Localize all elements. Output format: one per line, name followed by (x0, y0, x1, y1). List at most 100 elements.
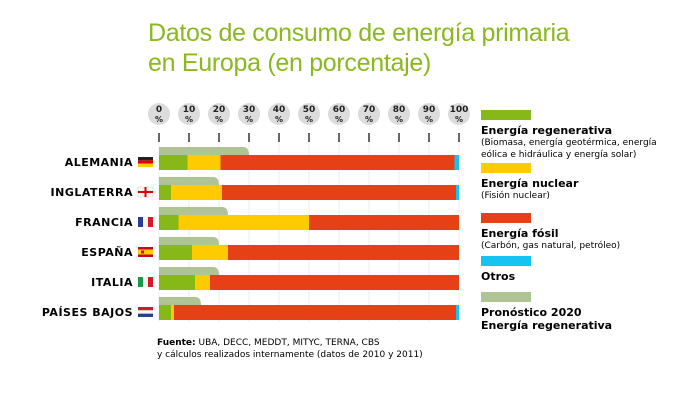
x-tick-label: 90 (423, 105, 436, 115)
legend-item-fosil: Energía fósil (Carbón, gas natural, petr… (481, 213, 700, 256)
source-text: UBA, DECC, MEDDT, MITYC, TERNA, CBS (195, 338, 380, 348)
tick-bubble (328, 103, 350, 125)
x-tick-unit: % (215, 115, 223, 124)
england-flag-icon (137, 186, 154, 198)
legend: Energía regenerativa (Biomasa, energía g… (481, 110, 700, 332)
legend-label: Pronóstico 2020 (481, 306, 582, 319)
x-tick-label: 40 (273, 105, 286, 115)
forecast-bar (159, 177, 219, 185)
category-label: INGLATERRA (51, 186, 133, 199)
stacked-bar-chart: 0%10%20%30%40%50%60%70%80%90%100%ALEMANI… (42, 103, 470, 322)
source-note: Fuente: UBA, DECC, MEDDT, MITYC, TERNA, … (157, 337, 423, 361)
forecast-bar (159, 237, 219, 245)
legend-swatch-otros (481, 256, 531, 266)
x-tick-unit: % (275, 115, 283, 124)
france-flag-icon (138, 217, 153, 227)
legend-item-nuclear: Energía nuclear (Fisión nuclear) (481, 163, 700, 213)
bar-segment-energ-a-nuclear (171, 185, 222, 200)
x-tick-unit: % (455, 115, 463, 124)
bar-segment-energ-a-nuclear (195, 275, 210, 290)
bar-segment-energ-a-f-sil (220, 155, 455, 170)
bar-segment-energ-a-f-sil (222, 185, 456, 200)
spain-flag-icon (138, 247, 153, 257)
tick-bubble (298, 103, 320, 125)
bar-segment-energ-a-f-sil (210, 275, 459, 290)
x-tick-label: 30 (243, 105, 256, 115)
x-tick-label: 0 (156, 105, 162, 115)
bar-segment-energ-a-f-sil (228, 245, 459, 260)
legend-sublabel: (Fisión nuclear) (481, 191, 550, 201)
legend-label: Energía regenerativa (481, 124, 613, 137)
x-tick-label: 50 (303, 105, 316, 115)
source-label: Fuente: (157, 338, 196, 348)
bar-segment-energ-a-regenerativa (159, 215, 179, 230)
legend-label: Energía fósil (481, 227, 559, 240)
x-tick-unit: % (305, 115, 313, 124)
netherlands-flag-icon (138, 307, 153, 317)
x-tick-label: 60 (333, 105, 346, 115)
bar-segment-energ-a-regenerativa (159, 185, 171, 200)
tick-bubble (178, 103, 200, 125)
category-label: ALEMANIA (65, 156, 133, 169)
bar-segment-energ-a-nuclear (178, 215, 309, 230)
bar-segment-energ-a-nuclear (171, 305, 174, 320)
legend-sublabel: (Biomasa, energía geotérmica, energía (481, 138, 657, 148)
x-tick-label: 20 (213, 105, 226, 115)
legend-label-2: Energía regenerativa (481, 319, 613, 332)
legend-label: Otros (481, 270, 516, 283)
legend-item-regenerativa: Energía regenerativa (Biomasa, energía g… (481, 110, 700, 160)
bar-segment-energ-a-f-sil (174, 305, 456, 320)
x-tick-unit: % (335, 115, 343, 124)
forecast-bar (159, 207, 228, 215)
bar-segment-otros (456, 185, 459, 200)
tick-bubble (208, 103, 230, 125)
legend-swatch-pronostico (481, 292, 531, 302)
bar-segment-otros (454, 155, 459, 170)
x-tick-unit: % (365, 115, 373, 124)
x-tick-unit: % (425, 115, 433, 124)
tick-bubble (148, 103, 170, 125)
x-tick-unit: % (185, 115, 193, 124)
forecast-bar (159, 297, 201, 305)
forecast-bar (159, 147, 249, 155)
legend-swatch-regenerativa (481, 110, 531, 120)
legend-item-otros: Otros (481, 256, 700, 292)
x-tick-unit: % (395, 115, 403, 124)
germany-flag-icon (138, 157, 153, 167)
bar-segment-energ-a-regenerativa (159, 155, 188, 170)
tick-bubble (238, 103, 260, 125)
tick-bubble (268, 103, 290, 125)
chart-title: Datos de consumo de energía primaria en … (148, 18, 570, 78)
x-tick-label: 100 (450, 105, 469, 115)
x-tick-unit: % (245, 115, 253, 124)
category-label: ESPAÑA (81, 246, 133, 259)
legend-sublabel: (Carbón, gas natural, petróleo) (481, 241, 621, 251)
chart-title-line-2: en Europa (en porcentaje) (148, 49, 431, 77)
bar-segment-energ-a-nuclear (187, 155, 221, 170)
source-text-line-2: y cálculos realizados internamente (dato… (157, 350, 423, 360)
legend-swatch-fosil (481, 213, 531, 223)
legend-sublabel: eólica e hidráulica y energía solar) (481, 150, 637, 160)
italy-flag-icon (138, 277, 153, 287)
tick-bubble (358, 103, 380, 125)
bar-segment-energ-a-f-sil (309, 215, 459, 230)
bar-segment-energ-a-regenerativa (159, 245, 192, 260)
category-label: FRANCIA (75, 216, 133, 229)
bar-segment-otros (456, 305, 459, 320)
chart-title-line-1: Datos de consumo de energía primaria (148, 19, 570, 47)
bar-segment-energ-a-regenerativa (159, 275, 195, 290)
tick-bubble (418, 103, 440, 125)
x-tick-label: 10 (183, 105, 196, 115)
category-label: ITALIA (91, 276, 133, 289)
bar-segment-energ-a-nuclear (192, 245, 228, 260)
x-tick-unit: % (155, 115, 163, 124)
tick-bubble (388, 103, 410, 125)
legend-item-pronostico: Pronóstico 2020 Energía regenerativa (481, 292, 700, 332)
legend-swatch-nuclear (481, 163, 531, 173)
bar-segment-energ-a-regenerativa (159, 305, 171, 320)
x-tick-label: 80 (393, 105, 406, 115)
forecast-bar (159, 267, 219, 275)
category-label: PAÍSES BAJOS (42, 306, 133, 319)
tick-bubble (448, 103, 470, 125)
x-tick-label: 70 (363, 105, 376, 115)
